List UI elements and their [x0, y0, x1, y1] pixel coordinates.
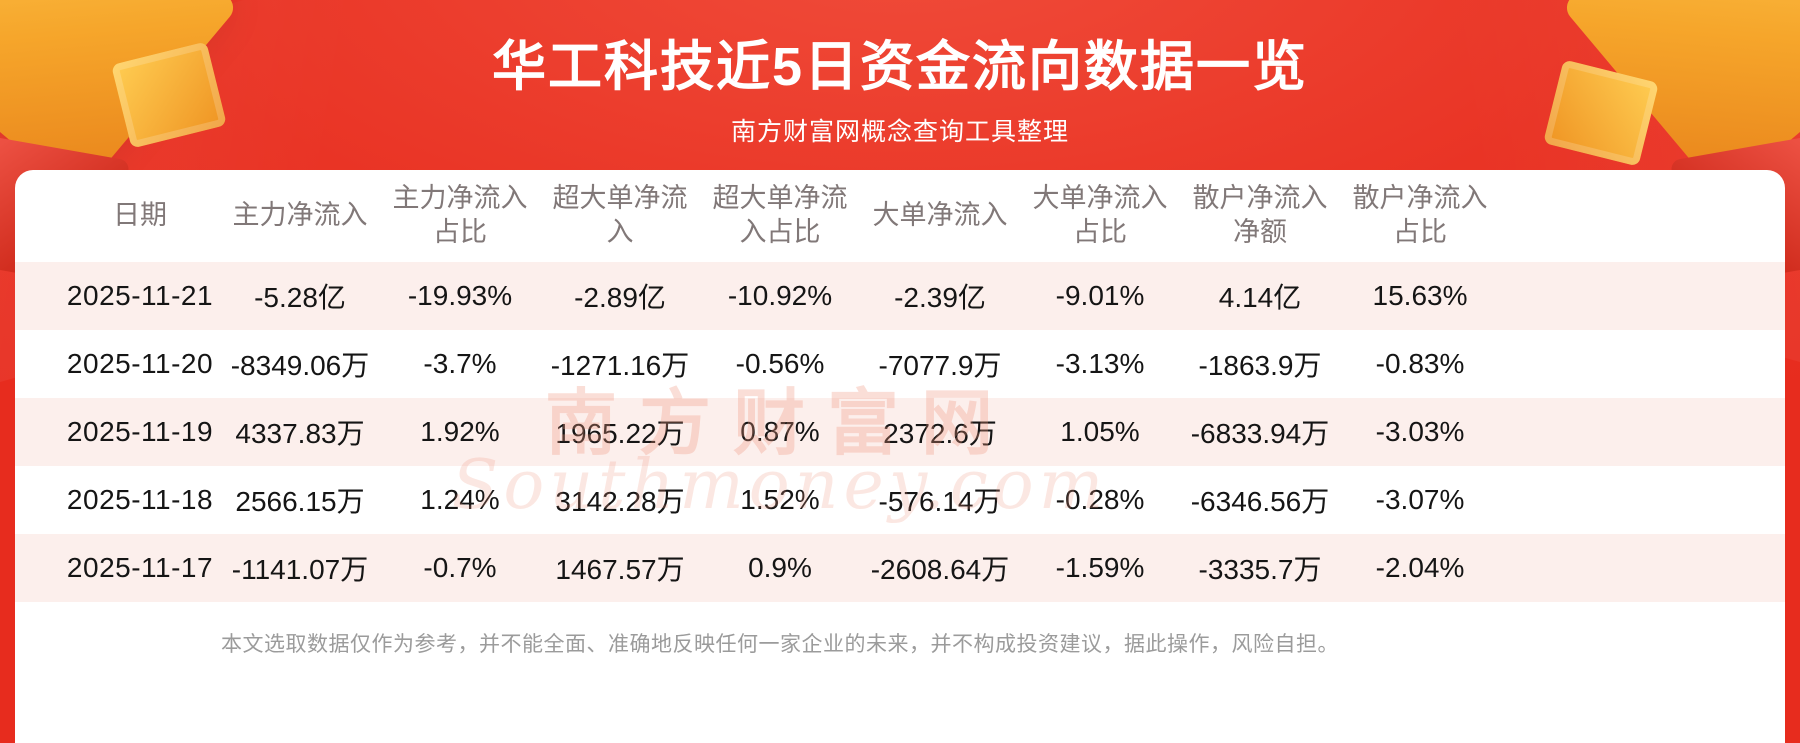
value-cell: 3142.28万 — [555, 486, 685, 517]
value-cell: 2566.15万 — [235, 486, 365, 517]
column-header: 超大单净流入 — [552, 183, 688, 247]
date-cell: 2025-11-21 — [66, 280, 214, 311]
table-row: 2025-11-18 2566.15万 1.24% 3142.28万 1.52% -576… — [15, 466, 1785, 534]
data-table-card: 日期 主力净流入 主力净流入占比 超大单净流入 超大单净流入占比 大单净流入 大单净流入占比… — [15, 170, 1785, 743]
column-header: 散户净流入净额 — [1192, 183, 1328, 247]
value-cell: -7077.9万 — [878, 350, 1002, 381]
value-cell: -1271.16万 — [550, 350, 690, 381]
value-cell: -10.92% — [727, 280, 833, 311]
column-header: 日期 — [113, 200, 167, 231]
value-cell: -1863.9万 — [1198, 350, 1322, 381]
value-cell: -0.56% — [735, 348, 825, 379]
value-cell: -9.01% — [1055, 280, 1145, 311]
page-title: 华工科技近5日资金流向数据一览 — [491, 37, 1309, 97]
value-cell: -2.89亿 — [574, 282, 666, 313]
table-body: 2025-11-21 -5.28亿 -19.93% -2.89亿 -10.92% -2.3… — [15, 262, 1785, 602]
column-header: 主力净流入 — [232, 200, 368, 231]
value-cell: 4.14亿 — [1218, 282, 1302, 313]
value-cell: -19.93% — [407, 280, 513, 311]
disclaimer-container: 本文选取数据仅作为参考，并不能全面、准确地反映任何一家企业的未来，并不构成投资建… — [15, 628, 1785, 658]
value-cell: -2608.64万 — [870, 554, 1010, 585]
table-header-row: 日期 主力净流入 主力净流入占比 超大单净流入 超大单净流入占比 大单净流入 大单净流入占比… — [15, 170, 1785, 262]
value-cell: -6346.56万 — [1190, 486, 1330, 517]
disclaimer-text: 本文选取数据仅作为参考，并不能全面、准确地反映任何一家企业的未来，并不构成投资建… — [221, 633, 1339, 656]
value-cell: -2.04% — [1375, 552, 1465, 583]
value-cell: -3335.7万 — [1198, 554, 1322, 585]
value-cell: -3.07% — [1375, 484, 1465, 515]
value-cell: -0.83% — [1375, 348, 1465, 379]
page-subtitle: 南方财富网概念查询工具整理 — [730, 118, 1069, 146]
column-header: 超大单净流入占比 — [712, 183, 848, 247]
value-cell: 15.63% — [1372, 280, 1468, 311]
column-header: 散户净流入占比 — [1352, 183, 1488, 247]
date-cell: 2025-11-18 — [66, 484, 214, 515]
value-cell: -2.39亿 — [894, 282, 986, 313]
column-header: 大单净流入 — [872, 200, 1008, 231]
value-cell: 1467.57万 — [555, 554, 685, 585]
value-cell: 0.9% — [748, 552, 812, 583]
table-row: 2025-11-17 -1141.07万 -0.7% 1467.57万 0.9% -260… — [15, 534, 1785, 602]
value-cell: 4337.83万 — [235, 418, 365, 449]
value-cell: -3.03% — [1375, 416, 1465, 447]
date-cell: 2025-11-19 — [66, 416, 214, 447]
value-cell: 1.24% — [420, 484, 500, 515]
value-cell: -0.28% — [1055, 484, 1145, 515]
column-header: 主力净流入占比 — [392, 183, 528, 247]
table-row: 2025-11-20 -8349.06万 -3.7% -1271.16万 -0.56% -… — [15, 330, 1785, 398]
date-cell: 2025-11-20 — [66, 348, 214, 379]
value-cell: -3.7% — [423, 348, 497, 379]
value-cell: 0.87% — [740, 416, 820, 447]
value-cell: 1.92% — [420, 416, 500, 447]
value-cell: 1.52% — [740, 484, 820, 515]
value-cell: -1141.07万 — [231, 554, 369, 585]
value-cell: 1965.22万 — [555, 418, 685, 449]
value-cell: -5.28亿 — [254, 282, 346, 313]
value-cell: -576.14万 — [878, 486, 1002, 517]
value-cell: 1.05% — [1060, 416, 1140, 447]
value-cell: 2372.6万 — [883, 418, 997, 449]
table-row: 2025-11-21 -5.28亿 -19.93% -2.89亿 -10.92% -2.3… — [15, 262, 1785, 330]
value-cell: -8349.06万 — [230, 350, 370, 381]
column-header: 大单净流入占比 — [1032, 183, 1168, 247]
table-row: 2025-11-19 4337.83万 1.92% 1965.22万 0.87% 2372… — [15, 398, 1785, 466]
value-cell: -1.59% — [1055, 552, 1145, 583]
date-cell: 2025-11-17 — [66, 552, 214, 583]
value-cell: -0.7% — [423, 552, 497, 583]
value-cell: -6833.94万 — [1190, 418, 1330, 449]
value-cell: -3.13% — [1055, 348, 1145, 379]
